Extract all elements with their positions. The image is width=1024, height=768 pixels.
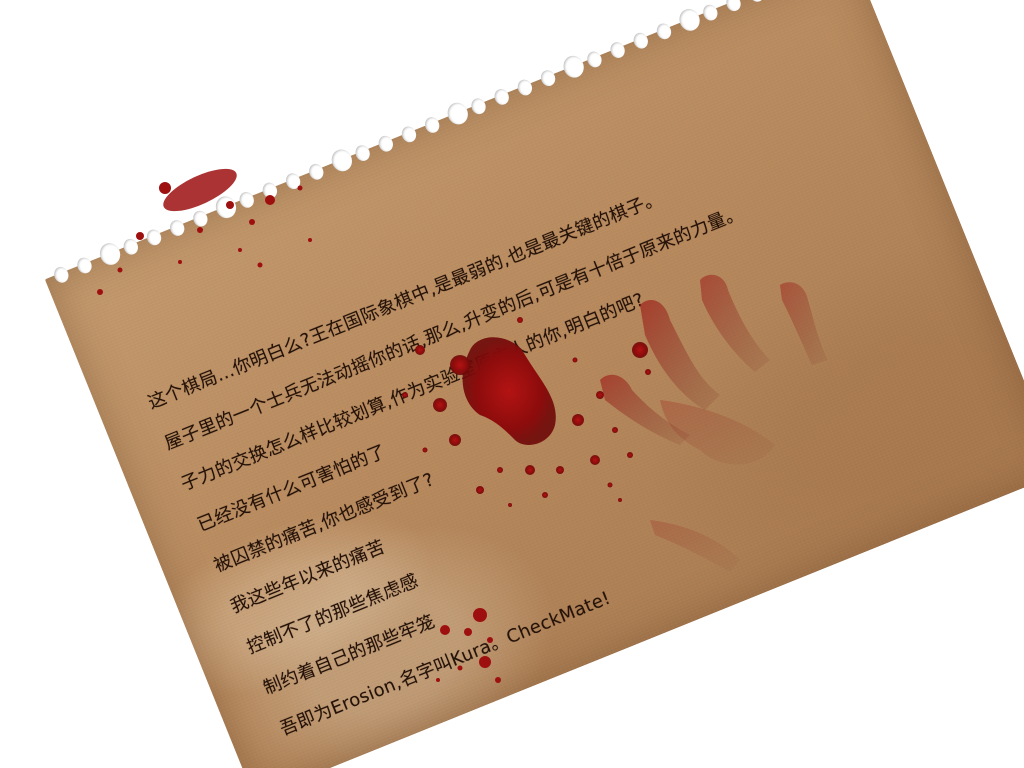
spiral-hole (422, 114, 442, 136)
spiral-hole (515, 77, 535, 98)
spiral-hole (376, 133, 396, 154)
spiral-hole (584, 49, 604, 70)
spiral-hole (399, 124, 419, 145)
spiral-hole (747, 0, 767, 4)
spiral-hole (96, 240, 124, 268)
spiral-hole (283, 171, 303, 192)
spiral-hole (144, 227, 164, 248)
spiral-hole (724, 0, 743, 14)
spiral-hole (328, 146, 356, 175)
spiral-hole (538, 68, 558, 89)
spiral-hole (260, 180, 280, 201)
spiral-hole (654, 21, 674, 42)
spiral-hole (237, 189, 257, 210)
spiral-hole (74, 255, 94, 276)
spiral-hole (492, 86, 512, 107)
spiral-hole (190, 208, 210, 229)
spiral-hole (676, 5, 703, 34)
spiral-hole (306, 161, 326, 182)
spiral-hole (631, 30, 651, 51)
spiral-hole (444, 99, 472, 128)
spiral-hole (560, 52, 588, 81)
spiral-hole (469, 96, 489, 117)
spiral-hole (353, 143, 373, 164)
spiral-hole (700, 2, 720, 23)
spiral-hole (608, 40, 628, 61)
spiral-hole (121, 236, 141, 257)
spiral-hole (167, 217, 187, 239)
spiral-hole (51, 264, 71, 285)
notebook-page: 这个棋局...你明白么?王在国际象棋中,是最弱的,也是最关键的棋子。 屋子里的一… (44, 0, 1024, 768)
spiral-hole (212, 193, 240, 222)
